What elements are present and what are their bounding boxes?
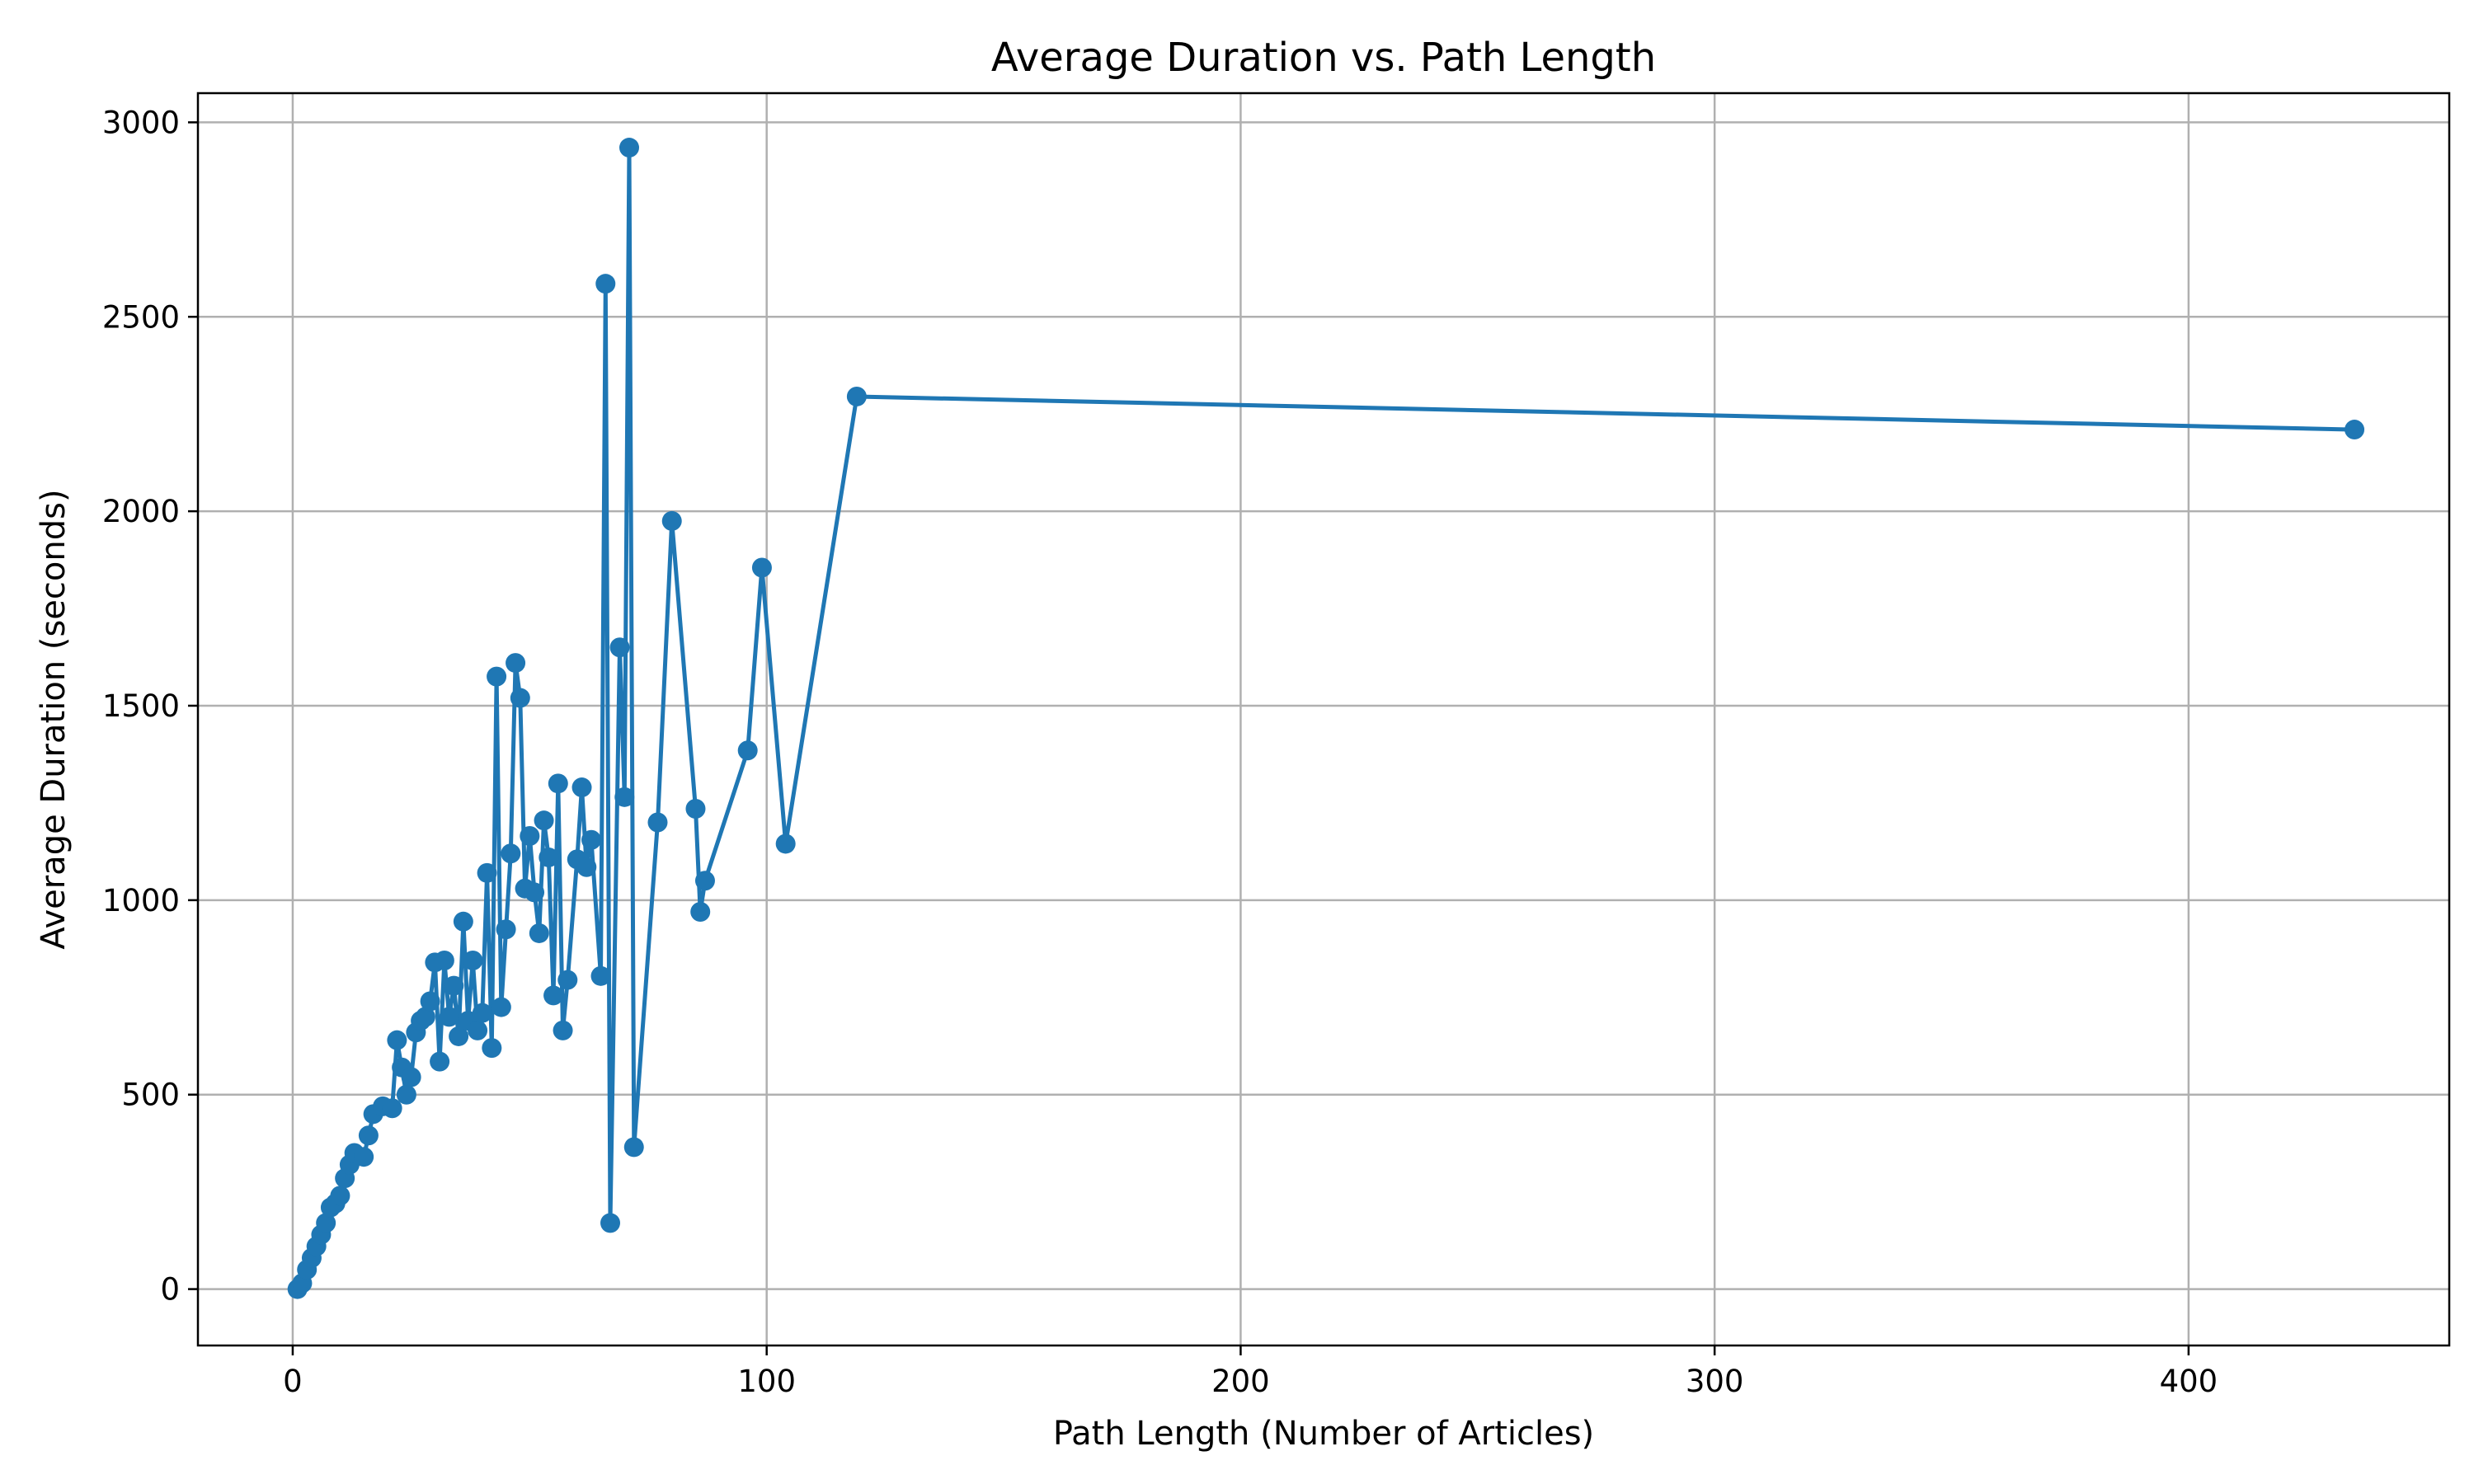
data-point — [529, 923, 549, 943]
data-point — [510, 688, 530, 708]
data-point — [354, 1147, 374, 1167]
x-tick-label: 100 — [737, 1364, 796, 1399]
data-point — [539, 847, 559, 867]
data-point — [420, 991, 440, 1012]
data-point — [2345, 420, 2365, 440]
data-point — [387, 1030, 407, 1050]
data-point — [571, 777, 592, 798]
series-layer — [287, 138, 2365, 1299]
y-axis-ticks: 0 500 1000 1500 2000 2500 3000 — [102, 105, 198, 1308]
data-point — [647, 812, 668, 833]
data-point — [661, 510, 682, 531]
data-point — [453, 911, 473, 932]
x-tick-label: 0 — [283, 1364, 303, 1399]
grid — [198, 93, 2449, 1345]
data-point — [472, 1003, 492, 1023]
data-point — [449, 1026, 469, 1046]
data-point — [553, 1020, 573, 1040]
y-tick-label: 500 — [121, 1078, 180, 1113]
data-point — [623, 1137, 644, 1158]
y-tick-label: 1000 — [102, 883, 180, 918]
data-point — [685, 799, 706, 819]
data-point — [468, 1020, 488, 1040]
y-tick-label: 3000 — [102, 105, 180, 140]
data-point — [775, 834, 796, 854]
data-point — [619, 138, 640, 158]
data-point — [496, 919, 516, 940]
data-point — [581, 829, 602, 850]
data-point — [491, 997, 511, 1017]
data-point — [430, 1051, 450, 1072]
data-point — [506, 653, 526, 674]
data-point — [382, 1098, 402, 1119]
y-tick-label: 0 — [160, 1272, 180, 1308]
data-point — [524, 882, 545, 903]
data-point — [595, 274, 616, 294]
data-point — [543, 985, 564, 1006]
data-point — [415, 1007, 435, 1027]
x-tick-label: 400 — [2160, 1364, 2218, 1399]
data-point — [463, 950, 483, 970]
y-tick-label: 1500 — [102, 688, 180, 724]
data-point — [401, 1067, 421, 1087]
data-point — [439, 1007, 459, 1027]
data-point — [477, 862, 497, 883]
data-point — [590, 965, 611, 986]
x-tick-label: 200 — [1211, 1364, 1270, 1399]
data-point — [690, 902, 711, 923]
data-point — [520, 826, 540, 847]
data-point — [444, 975, 464, 996]
x-axis-label: Path Length (Number of Articles) — [1053, 1415, 1594, 1453]
y-axis-label: Average Duration (seconds) — [35, 489, 73, 949]
data-point — [487, 666, 507, 687]
x-tick-label: 300 — [1686, 1364, 1744, 1399]
data-point — [737, 740, 758, 761]
data-point — [694, 871, 715, 891]
data-point — [482, 1038, 502, 1059]
data-point — [751, 557, 772, 578]
x-axis-ticks: 0 100 200 300 400 — [283, 1345, 2218, 1399]
y-tick-label: 2500 — [102, 299, 180, 335]
data-point — [576, 857, 597, 877]
data-point — [548, 773, 568, 794]
data-point — [501, 843, 521, 864]
plot-frame — [196, 92, 2451, 1347]
data-point — [434, 950, 454, 970]
data-point — [316, 1213, 336, 1233]
data-point — [534, 810, 554, 831]
y-tick-label: 2000 — [102, 494, 180, 529]
data-point — [330, 1186, 350, 1206]
chart-title: Average Duration vs. Path Length — [991, 35, 1656, 81]
data-point — [614, 787, 635, 807]
data-point — [846, 386, 867, 406]
data-point — [358, 1125, 379, 1146]
data-point — [609, 637, 630, 658]
data-point — [557, 970, 578, 990]
data-point — [600, 1213, 621, 1233]
data-point — [396, 1084, 416, 1105]
